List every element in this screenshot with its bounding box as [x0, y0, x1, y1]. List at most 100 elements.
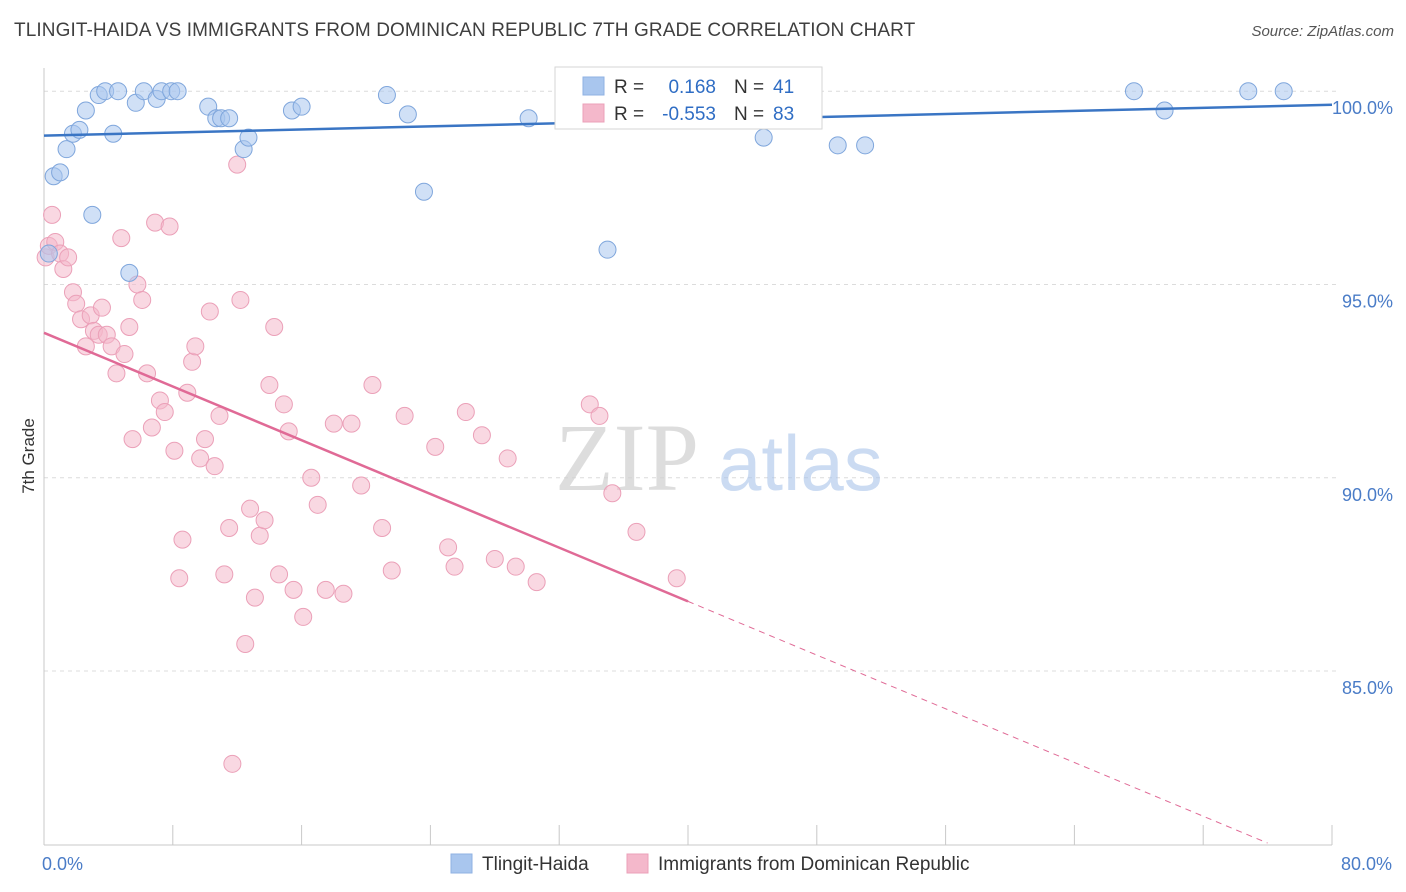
point-tlingit-haida-3 — [57, 140, 76, 159]
point-dominican-54 — [274, 395, 293, 414]
point-dominican-70 — [439, 538, 458, 557]
point-dominican-21 — [123, 430, 142, 449]
point-dominican-18 — [112, 229, 131, 248]
point-dominican-62 — [334, 584, 353, 603]
point-dominican-32 — [173, 530, 192, 549]
point-tlingit-haida-18 — [168, 82, 187, 101]
point-dominican-77 — [527, 573, 546, 592]
legend-swatch-pink — [582, 103, 605, 123]
point-dominican-59 — [308, 495, 327, 514]
point-dominican-81 — [627, 522, 646, 541]
point-dominican-8 — [67, 294, 86, 313]
point-tlingit-haida-34 — [828, 136, 847, 155]
point-dominican-37 — [196, 430, 214, 449]
point-dominican-25 — [142, 418, 161, 437]
bottom-legend-label-blue: Tlingit-Haida — [482, 854, 589, 875]
y-axis-title: 7th Grade — [19, 418, 38, 494]
legend-box: R = 0.168 N = 41 R = -0.553 N = 83 — [554, 66, 823, 130]
point-dominican-51 — [260, 375, 279, 394]
point-dominican-46 — [236, 634, 255, 653]
bottom-legend-swatch-blue — [450, 853, 473, 874]
point-tlingit-haida-30 — [519, 109, 538, 128]
point-dominican-30 — [165, 441, 184, 460]
point-dominican-76 — [506, 557, 525, 576]
watermark-atlas: atlas — [718, 419, 883, 507]
point-dominican-41 — [215, 565, 234, 584]
point-dominican-45 — [231, 290, 250, 309]
legend-r-label-2: R = — [614, 104, 644, 125]
legend-n-label-1: N = — [734, 77, 764, 98]
point-dominican-56 — [284, 580, 303, 599]
point-dominican-75 — [498, 449, 517, 468]
point-tlingit-haida-36 — [1124, 82, 1143, 101]
point-dominican-52 — [265, 318, 284, 336]
point-tlingit-haida-37 — [1155, 101, 1174, 120]
point-tlingit-haida-38 — [1239, 82, 1258, 101]
point-dominican-43 — [223, 754, 242, 773]
legend-r-value-2: -0.553 — [662, 104, 716, 125]
point-dominican-64 — [352, 476, 371, 495]
bottom-legend-label-pink: Immigrants from Dominican Republic — [658, 854, 970, 875]
point-dominican-28 — [155, 403, 174, 422]
point-dominican-72 — [456, 403, 475, 422]
point-dominican-2 — [43, 205, 62, 224]
x-tick-marks — [43, 825, 1333, 845]
point-tlingit-haida-2 — [51, 163, 70, 182]
legend-n-value-2: 83 — [773, 104, 794, 125]
chart-title: TLINGIT-HAIDA VS IMMIGRANTS FROM DOMINIC… — [14, 20, 916, 41]
point-dominican-66 — [373, 519, 392, 538]
point-dominican-74 — [485, 549, 504, 568]
point-tlingit-haida-35 — [856, 136, 875, 155]
point-dominican-49 — [250, 526, 269, 545]
legend-n-value-1: 41 — [773, 77, 794, 98]
point-dominican-71 — [445, 557, 464, 576]
point-tlingit-haida-28 — [398, 105, 417, 124]
x-tick-label-right: 80.0% — [1341, 854, 1392, 874]
bottom-legend-swatch-pink — [626, 853, 649, 874]
point-dominican-17 — [107, 364, 126, 383]
point-tlingit-haida-39 — [1274, 82, 1293, 101]
y-tick-label-0: 100.0% — [1332, 98, 1393, 118]
point-dominican-67 — [382, 561, 401, 580]
point-dominican-23 — [133, 290, 152, 309]
point-dominican-78 — [580, 395, 599, 414]
trend-line-dominican-extension — [687, 600, 1268, 844]
point-dominican-47 — [241, 499, 260, 518]
point-dominican-60 — [316, 580, 335, 599]
legend-n-label-2: N = — [734, 104, 764, 125]
point-dominican-79 — [590, 406, 609, 425]
point-tlingit-haida-12 — [120, 263, 139, 282]
point-tlingit-haida-6 — [76, 101, 95, 120]
point-dominican-82 — [667, 569, 686, 588]
point-dominican-19 — [115, 345, 134, 364]
point-tlingit-haida-0 — [39, 244, 58, 263]
point-dominican-57 — [294, 607, 313, 626]
point-dominican-44 — [228, 155, 247, 174]
point-dominican-53 — [270, 565, 289, 584]
point-dominican-38 — [200, 302, 219, 321]
point-dominican-61 — [324, 414, 343, 433]
point-tlingit-haida-27 — [377, 86, 396, 105]
point-tlingit-haida-31 — [598, 240, 617, 259]
legend-swatch-blue — [582, 76, 605, 96]
y-tick-label-2: 90.0% — [1342, 485, 1393, 505]
legend-r-label-1: R = — [614, 77, 644, 98]
point-dominican-65 — [363, 375, 382, 394]
point-dominican-80 — [603, 484, 622, 503]
point-tlingit-haida-22 — [220, 109, 239, 128]
y-tick-labels: 100.0% 95.0% 90.0% 85.0% — [1332, 98, 1393, 698]
chart-source: Source: ZipAtlas.com — [1251, 23, 1394, 40]
point-tlingit-haida-29 — [414, 182, 433, 201]
point-dominican-20 — [120, 318, 139, 336]
point-dominican-29 — [160, 217, 179, 236]
point-dominican-31 — [170, 569, 189, 588]
point-dominican-73 — [472, 426, 491, 445]
point-dominican-42 — [220, 519, 239, 538]
point-dominican-68 — [395, 406, 414, 425]
point-dominican-50 — [255, 511, 274, 530]
point-dominican-6 — [59, 248, 78, 267]
y-tick-label-1: 95.0% — [1342, 291, 1393, 311]
point-dominican-69 — [426, 437, 445, 456]
legend-r-value-1: 0.168 — [668, 77, 716, 98]
